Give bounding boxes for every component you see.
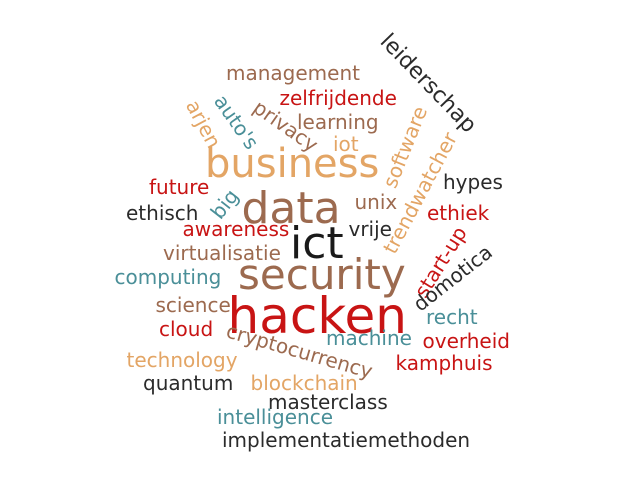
word-data: data: [241, 183, 341, 234]
word-masterclass: masterclass: [268, 390, 388, 414]
word-virtualisatie: virtualisatie: [163, 241, 281, 265]
word-zelfrijdende: zelfrijdende: [279, 86, 397, 110]
word-quantum: quantum: [143, 371, 234, 395]
word-recht: recht: [426, 305, 478, 329]
word-implementatiemethoden: implementatiemethoden: [222, 428, 471, 452]
word-cloud: cloud: [159, 317, 214, 341]
word-blockchain: blockchain: [250, 371, 358, 395]
word-kamphuis: kamphuis: [395, 351, 493, 375]
word-future: future: [149, 175, 210, 199]
word-overheid: overheid: [422, 329, 510, 353]
word-management: management: [226, 61, 360, 85]
word-machine: machine: [326, 326, 412, 350]
word-ict: ict: [290, 218, 344, 269]
word-ethiek: ethiek: [427, 201, 490, 225]
word-hacken: hacken: [227, 287, 407, 345]
word-iot: iot: [333, 132, 359, 156]
word-vrije: vrije: [348, 217, 392, 241]
word-technology: technology: [126, 348, 238, 372]
word-hypes: hypes: [443, 170, 503, 194]
word-unix: unix: [354, 190, 398, 214]
word-intelligence: intelligence: [217, 405, 334, 429]
word-awareness: awareness: [182, 217, 290, 241]
word-learning: learning: [297, 110, 379, 134]
word-ethisch: ethisch: [126, 201, 199, 225]
word-business: business: [205, 141, 380, 187]
word-science: science: [155, 293, 231, 317]
word-security: security: [238, 250, 406, 299]
word-computing: computing: [114, 265, 222, 289]
